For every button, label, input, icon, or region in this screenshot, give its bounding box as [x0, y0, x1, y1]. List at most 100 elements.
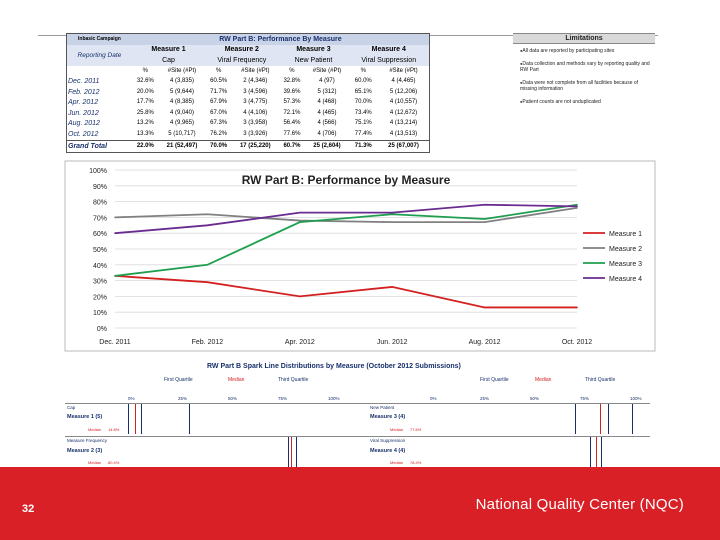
table-row: Apr. 2012 17.7% 4 (8,385) 67.9% 3 (4,775) 57.… — [67, 98, 429, 109]
legend-first-quartile: First Quartile — [164, 377, 193, 383]
table-cell: 5 (312) — [317, 88, 337, 95]
spark-tick — [608, 404, 609, 434]
data-point — [483, 306, 486, 309]
table-cell: 4 (9,965) — [169, 120, 194, 127]
measure-subheader: Viral Frequency — [217, 56, 267, 64]
axis-label: 0% — [128, 396, 135, 401]
y-tick-label: 30% — [93, 279, 107, 286]
spark-tick — [596, 437, 597, 467]
table-cell: 70.0% — [354, 99, 372, 106]
table-cell: 3 (4,775) — [243, 99, 268, 106]
data-point — [483, 221, 486, 223]
series-line-2 — [114, 207, 578, 224]
chart-title: RW Part B: Performance by Measure — [242, 173, 451, 187]
row-date: Oct. 2012 — [68, 131, 99, 139]
table-cell: 4 (706) — [317, 131, 337, 138]
table-cell: 4 (13,214) — [389, 120, 418, 127]
measure-header: Measure 3 — [296, 46, 331, 54]
table-cell: 3 (3,958) — [243, 120, 268, 127]
legend-first-quartile: First Quartile — [480, 377, 509, 383]
table-cell: 67.9% — [210, 99, 228, 106]
y-tick-label: 70% — [93, 215, 107, 222]
x-tick-label: Jun. 2012 — [377, 339, 408, 346]
performance-line-chart: 0% 10% 20% 30% 40% 50% 60% 70% 80% 90% 100% Dec. 20… — [60, 160, 660, 352]
spark-tick — [189, 404, 190, 434]
table-cell: 17 (25,220) — [232, 140, 279, 152]
table-row: Jun. 2012 25.8% 4 (9,040) 67.0% 4 (4,106) 72.… — [67, 108, 429, 119]
panel-divider — [65, 403, 650, 406]
grand-total-row: Grand Total 22.0% 21 (52,497) 70.0% 17 (… — [67, 140, 429, 152]
legend-median: Median — [228, 377, 245, 383]
table-cell: 70.0% — [205, 140, 233, 152]
table-cell: 39.6% — [283, 88, 301, 95]
row-date: Jun. 2012 — [68, 109, 99, 117]
data-point — [576, 207, 578, 209]
axis-label: 100% — [328, 396, 340, 401]
table-row: Feb. 2012 20.0% 5 (9,644) 71.7% 3 (4,596) 39.… — [67, 87, 429, 98]
panel-median-value: 14.8% — [108, 427, 120, 432]
row-date: Aug. 2012 — [68, 120, 100, 128]
chart-frame — [64, 160, 656, 352]
data-point — [299, 221, 301, 223]
limitations-title: Limitations — [513, 33, 655, 44]
measure-subheader: Viral Suppression — [361, 56, 417, 64]
legend-third-quartile: Third Quartile — [278, 377, 309, 383]
panel-category: Measure Frequency — [67, 438, 108, 443]
table-cell: 60.5% — [210, 78, 228, 85]
table-title: RW Part B: Performance By Measure — [219, 35, 342, 43]
table-cell: 4 (566) — [317, 120, 337, 127]
data-point — [299, 211, 301, 214]
spark-tick — [296, 437, 297, 467]
axis-label: 75% — [278, 396, 288, 401]
table-cell: 32.8% — [283, 78, 301, 85]
table-row: Oct. 2012 13.3% 5 (10,717) 76.2% 3 (3,926) 77… — [67, 129, 429, 140]
table-cell: 60.0% — [354, 78, 372, 85]
measure-header: Measure 4 — [371, 46, 406, 54]
row-date: Dec. 2011 — [68, 78, 100, 86]
table-cell: 4 (8,385) — [169, 99, 194, 106]
table-cell: 5 (9,644) — [169, 88, 194, 95]
y-tick-label: 90% — [93, 184, 107, 191]
spark-tick — [575, 404, 576, 434]
legend-label: Measure 4 — [609, 276, 642, 283]
row-date: Apr. 2012 — [68, 99, 99, 107]
series-line-3 — [114, 203, 578, 277]
panel-measure: Measure 3 (4) — [370, 414, 406, 420]
spark-tick — [590, 437, 591, 467]
page-number: 32 — [22, 503, 35, 515]
y-tick-label: 60% — [93, 231, 107, 238]
panel-category: Viral Suppression — [370, 438, 406, 443]
axis-label: 50% — [530, 396, 540, 401]
limitation-item: All data are reported by participating s… — [520, 48, 655, 54]
col-site: #Site (#Pt) — [241, 67, 270, 74]
limitations-panel: Limitations All data are reported by par… — [513, 33, 655, 151]
spark-line-section: RW Part B Spark Line Distributions by Me… — [60, 360, 660, 468]
data-point — [114, 216, 116, 219]
campaign-label: Inbasic Campaign — [78, 35, 121, 42]
data-point — [206, 213, 209, 216]
table-cell: 77.4% — [354, 131, 372, 138]
table-cell: 4 (3,835) — [169, 78, 194, 85]
measure-header: Measure 1 — [151, 46, 186, 54]
legend-third-quartile: Third Quartile — [585, 377, 616, 383]
table-cell: 32.6% — [136, 78, 154, 85]
axis-label: 75% — [580, 396, 590, 401]
data-point — [206, 264, 209, 266]
chart-svg: 0% 10% 20% 30% 40% 50% 60% 70% 80% 90% 100% Dec. 20… — [64, 160, 656, 352]
panel-measure: Measure 2 (3) — [67, 448, 103, 454]
table-cell: 60.7% — [278, 140, 306, 152]
table-cell: 4 (12,672) — [389, 109, 418, 116]
x-tick-label: Dec. 2011 — [99, 339, 130, 346]
limitation-item: Patient counts are not unduplicated — [520, 99, 655, 105]
table-cell: 22.0% — [131, 140, 159, 152]
table-cell: 4 (10,557) — [389, 99, 418, 106]
table-cell: 67.3% — [210, 120, 228, 127]
spark-tick — [135, 404, 136, 434]
panel-median-label: Median — [390, 460, 404, 465]
table-cell: 20.0% — [136, 88, 154, 95]
table-cell: 3 (3,926) — [243, 131, 268, 138]
table-cell: 77.6% — [283, 131, 301, 138]
table-row: Dec. 2011 32.6% 4 (3,835) 60.5% 2 (4,346) 32.… — [67, 76, 429, 87]
panel-median-value: 80.4% — [108, 460, 120, 465]
table-cell: 5 (12,206) — [389, 88, 418, 95]
